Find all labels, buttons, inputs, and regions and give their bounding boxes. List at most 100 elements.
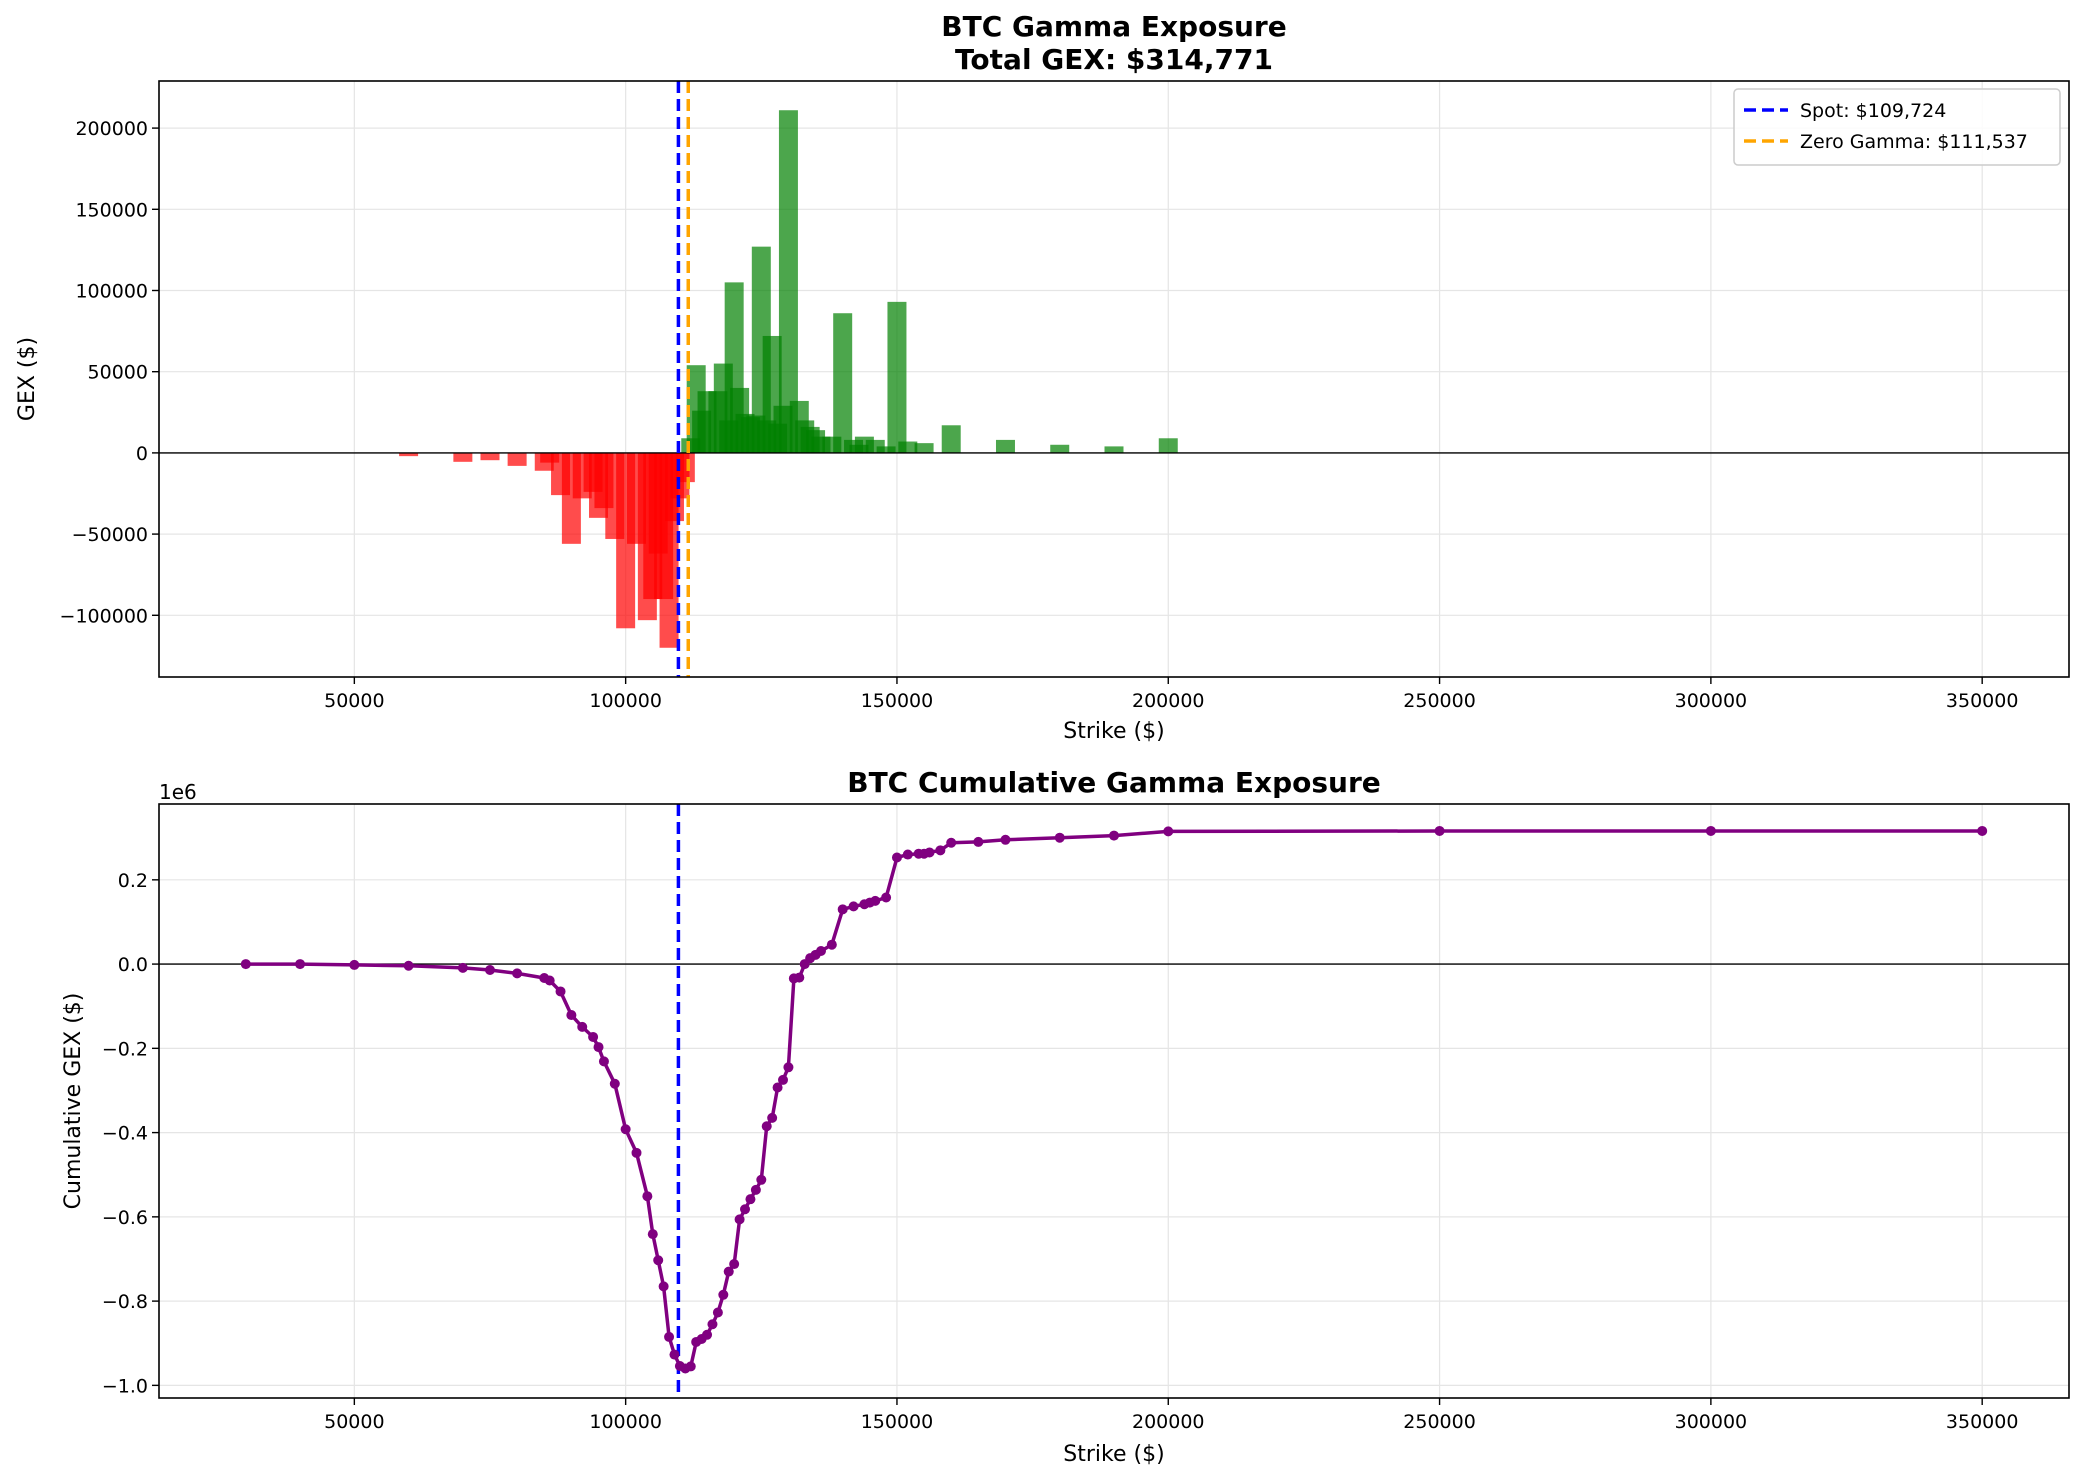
gex-subtitle: Total GEX: $314,771 — [955, 43, 1273, 76]
cumulative-point — [664, 1331, 675, 1342]
cumulative-point — [973, 836, 984, 847]
cumulative-point — [756, 1174, 767, 1185]
cumulative-point — [734, 1214, 745, 1225]
cumulative-point — [1163, 826, 1174, 837]
cumulative-point — [783, 1062, 794, 1073]
gex-y-tick-label: 200000 — [75, 118, 148, 140]
gex-bar-positive — [941, 425, 961, 453]
gex-y-tick-label: 150000 — [75, 199, 148, 221]
cumulative-point — [1434, 825, 1445, 836]
cumulative-x-tick-label: 250000 — [1403, 1411, 1476, 1433]
cumulative-point — [658, 1281, 669, 1292]
cumulative-point — [403, 960, 414, 971]
cumulative-point — [723, 1266, 734, 1277]
cumulative-point — [767, 1112, 778, 1123]
cumulative-point — [745, 1194, 756, 1205]
gex-bar-positive — [833, 313, 853, 453]
legend-box — [1733, 88, 2061, 166]
cumulative-y-tick-label: −0.8 — [102, 1291, 148, 1313]
cumulative-point — [647, 1229, 658, 1240]
gex-y-tick-label: −50000 — [72, 524, 148, 546]
cumulative-x-tick-label: 100000 — [589, 1411, 662, 1433]
cumulative-x-tick-label: 150000 — [861, 1411, 934, 1433]
cumulative-point — [349, 959, 360, 970]
gex-x-tick-label: 200000 — [1132, 690, 1205, 712]
gex-bar-positive — [887, 301, 907, 453]
gex-y-tick-label: 100000 — [75, 280, 148, 302]
cumulative-point — [772, 1082, 783, 1093]
gex-x-tick-label: 50000 — [324, 690, 384, 712]
gex-title: BTC Gamma Exposure — [941, 10, 1286, 43]
cumulative-plot-frame — [158, 803, 2070, 1399]
cumulative-y-tick-label: −0.4 — [102, 1123, 148, 1145]
cumulative-point — [240, 959, 251, 970]
cumulative-x-tick-label: 200000 — [1132, 1411, 1205, 1433]
cumulative-y-tick-label: 0.2 — [118, 870, 148, 892]
cumulative-point — [653, 1255, 664, 1266]
cumulative-point — [593, 1042, 604, 1053]
cumulative-point — [1054, 832, 1065, 843]
cumulative-point — [642, 1191, 653, 1202]
cumulative-point — [631, 1147, 642, 1158]
gex-bar-positive — [1158, 438, 1178, 453]
cumulative-point — [729, 1259, 740, 1270]
gex-x-tick-label: 300000 — [1675, 690, 1748, 712]
gex-bars — [399, 110, 1178, 648]
cumulative-point — [750, 1184, 761, 1195]
cumulative-point — [881, 892, 892, 903]
gex-bar-positive — [1050, 444, 1070, 453]
cumulative-series — [240, 825, 1988, 1374]
cumulative-offset-label: 1e6 — [159, 780, 197, 804]
cumulative-point — [512, 968, 523, 979]
cumulative-point — [718, 1289, 729, 1300]
gex-y-tick-label: −100000 — [60, 605, 148, 627]
gex-x-tick-label: 250000 — [1403, 690, 1476, 712]
cumulative-x-tick-label: 50000 — [324, 1411, 384, 1433]
legend-spot-label: Spot: $109,724 — [1800, 100, 1946, 122]
cumulative-point — [740, 1204, 751, 1215]
cumulative-point — [598, 1056, 609, 1067]
cumulative-point — [1109, 830, 1119, 841]
cumulative-point — [761, 1121, 772, 1132]
gex-bar-negative — [507, 452, 527, 466]
legend-zero-gamma-label: Zero Gamma: $111,537 — [1800, 131, 2028, 153]
gex-xlabel: Strike ($) — [1063, 719, 1164, 744]
cumulative-point — [935, 845, 946, 856]
gex-ylabel: GEX ($) — [15, 337, 40, 421]
cumulative-point — [870, 895, 881, 906]
cumulative-point — [295, 959, 306, 970]
cumulative-point — [620, 1124, 631, 1135]
gex-bar-negative — [453, 452, 473, 462]
cumulative-point — [826, 939, 837, 950]
cumulative-point — [815, 946, 826, 957]
cumulative-ticks: 50000 100000 150000 200000 250000 300000 35000… — [102, 870, 2019, 1433]
cumulative-point — [778, 1074, 789, 1085]
cumulative-point — [566, 1010, 577, 1021]
cumulative-point — [1705, 825, 1716, 836]
cumulative-y-tick-label: −0.6 — [102, 1207, 148, 1229]
gex-plot-frame — [158, 80, 2070, 678]
gex-panel: BTC Gamma Exposure Total GEX: $314,771 5… — [15, 10, 2070, 744]
cumulative-x-tick-label: 300000 — [1675, 1411, 1748, 1433]
gex-y-tick-label: 50000 — [88, 362, 148, 384]
cumulative-point — [1977, 825, 1988, 836]
gex-ticks: 50000 100000 150000 200000 250000 300000 35000… — [60, 118, 2019, 712]
gex-x-tick-label: 100000 — [589, 690, 662, 712]
cumulative-point — [946, 837, 957, 848]
cumulative-point — [555, 986, 566, 997]
gex-bar-positive — [778, 110, 798, 453]
gex-x-tick-label: 350000 — [1946, 690, 2019, 712]
cumulative-point — [544, 975, 555, 986]
cumulative-point — [588, 1031, 599, 1042]
cumulative-point — [1000, 834, 1011, 845]
cumulative-point — [837, 904, 848, 915]
gex-y-tick-label: 0 — [136, 443, 148, 465]
gex-legend: Spot: $109,724 Zero Gamma: $111,537 — [1733, 88, 2061, 166]
gex-bar-negative — [399, 452, 419, 457]
cumulative-point — [707, 1319, 718, 1330]
gex-bar-negative — [675, 452, 695, 483]
gex-grid — [159, 81, 2069, 677]
cumulative-point — [891, 852, 902, 863]
